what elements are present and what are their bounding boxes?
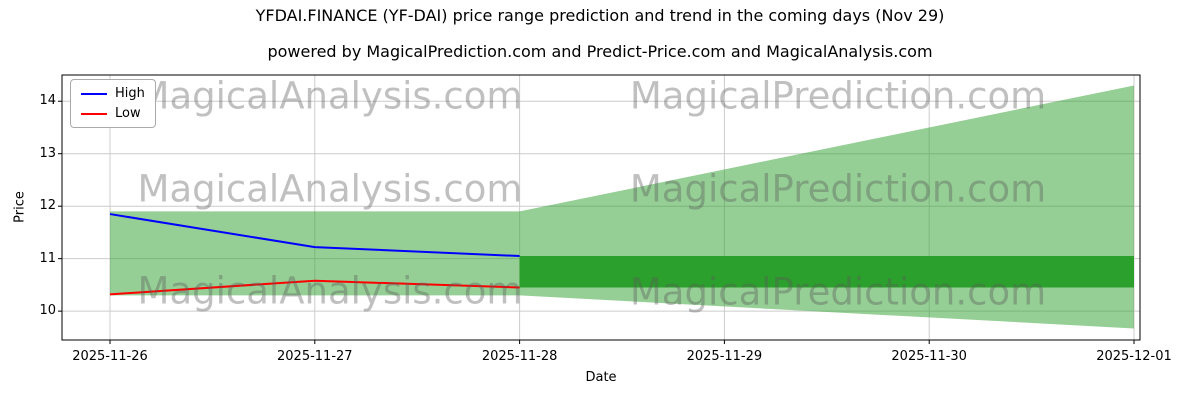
series-line-low	[109, 279, 520, 296]
x-axis-label: Date	[585, 370, 617, 385]
y-tick-label: 13	[39, 145, 56, 161]
legend: High Low	[70, 79, 156, 128]
x-tick-label: 2025-11-26	[72, 349, 148, 364]
x-tick-label: 2025-11-27	[277, 349, 353, 364]
x-tick-label: 2025-11-30	[891, 349, 967, 364]
chart-title: YFDAI.FINANCE (YF-DAI) price range predi…	[255, 6, 945, 25]
chart-subtitle: powered by MagicalPrediction.com and Pre…	[267, 42, 933, 61]
x-tick-label: 2025-11-28	[481, 349, 558, 364]
y-tick-label: 12	[39, 198, 56, 214]
legend-item-low: Low	[81, 106, 145, 121]
x-tick-label: 2025-12-01	[1096, 349, 1172, 364]
y-tick-label: 11	[39, 250, 56, 266]
plot-border	[61, 74, 1141, 341]
y-tick-label: 10	[39, 303, 56, 319]
band-history-range	[110, 211, 520, 296]
x-tick-label: 2025-11-29	[686, 349, 763, 364]
band-forecast-fan	[519, 85, 1134, 329]
legend-label-high: High	[115, 86, 145, 101]
legend-item-high: High	[81, 86, 145, 101]
high-line-swatch	[81, 92, 107, 95]
band-forecast-core	[519, 256, 1134, 288]
low-line-swatch	[81, 112, 107, 115]
y-tick-label: 14	[39, 93, 56, 109]
legend-label-low: Low	[115, 106, 141, 121]
series-line-high	[109, 213, 520, 258]
